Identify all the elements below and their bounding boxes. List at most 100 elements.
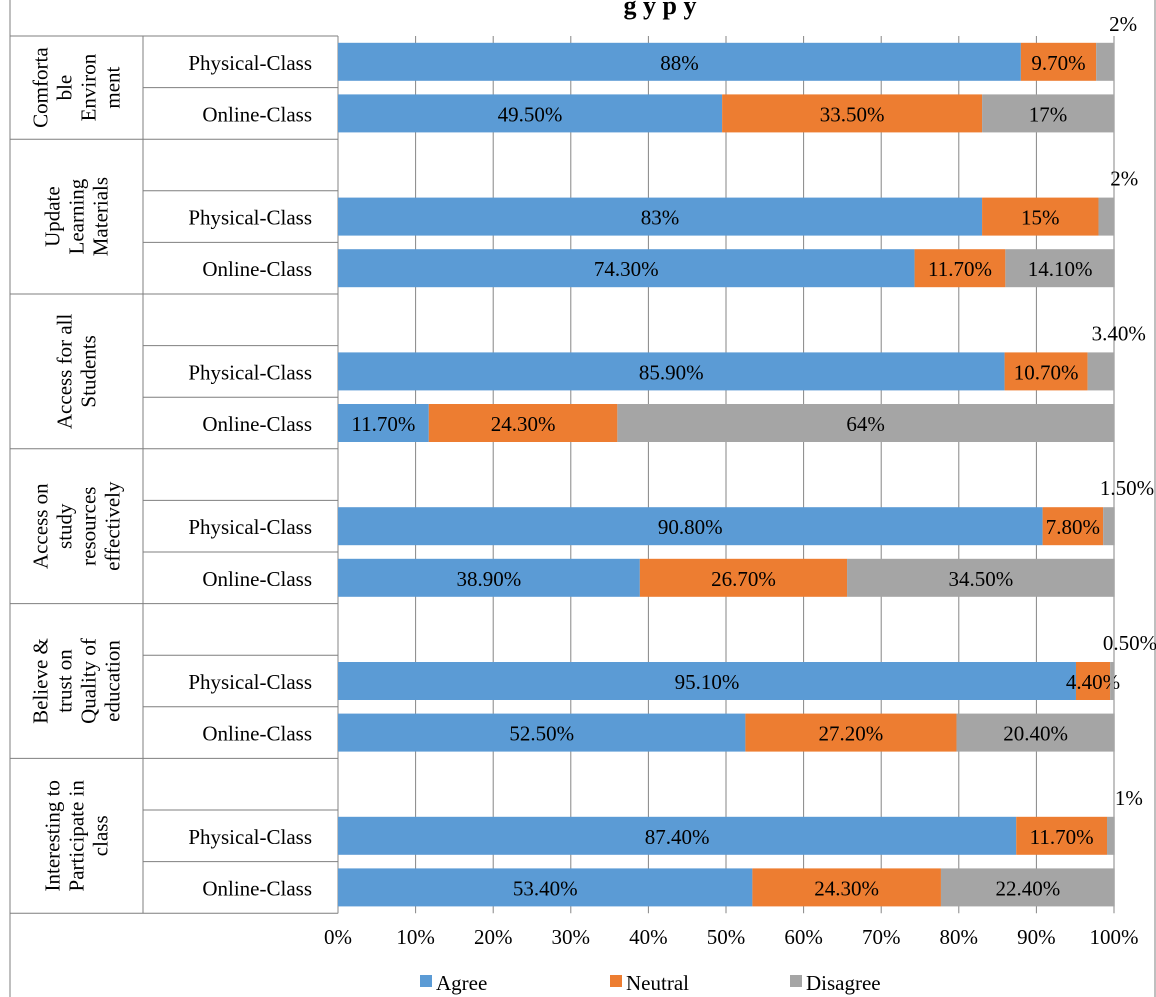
row-label: Online-Class bbox=[202, 876, 312, 900]
data-label: 38.90% bbox=[457, 567, 522, 591]
bar-segment-disagree bbox=[1110, 662, 1114, 700]
legend-swatch-disagree bbox=[790, 975, 802, 987]
bar-segment-neutral bbox=[982, 197, 1099, 236]
bar-segment-agree bbox=[338, 42, 1021, 81]
x-tick-label: 80% bbox=[940, 925, 979, 949]
data-label: 2% bbox=[1109, 12, 1137, 36]
row-label: Physical-Class bbox=[188, 825, 312, 849]
bar-segment-disagree bbox=[1087, 352, 1114, 391]
bar-segment-neutral bbox=[428, 404, 618, 442]
data-label: 88% bbox=[660, 51, 699, 75]
data-label: 49.50% bbox=[498, 102, 563, 126]
bar-segment-agree bbox=[338, 816, 1017, 855]
bar-segment-neutral bbox=[914, 249, 1006, 288]
data-label: 20.40% bbox=[1003, 722, 1068, 746]
data-label: 0.50% bbox=[1103, 631, 1156, 655]
data-label: 52.50% bbox=[509, 722, 574, 746]
data-label: 22.40% bbox=[995, 876, 1060, 900]
x-tick-label: 90% bbox=[1017, 925, 1056, 949]
x-tick-label: 60% bbox=[784, 925, 823, 949]
legend-swatch-neutral bbox=[610, 975, 622, 987]
category-label: Update Learning Materials bbox=[41, 177, 113, 256]
bar-segment-disagree bbox=[1107, 816, 1115, 855]
data-label: 34.50% bbox=[949, 567, 1014, 591]
bar-segment-agree bbox=[338, 404, 429, 442]
category-label-line: education bbox=[101, 640, 125, 722]
data-label: 10.70% bbox=[1014, 360, 1079, 384]
category-label: Access for all Students bbox=[53, 314, 101, 430]
category-label-line: Access on bbox=[29, 483, 53, 569]
bar-segment-neutral bbox=[722, 94, 983, 133]
bar-segment-disagree bbox=[1098, 197, 1114, 236]
row-label: Online-Class bbox=[202, 257, 312, 281]
bar-segment-disagree bbox=[847, 558, 1115, 597]
bar-segment-neutral bbox=[745, 713, 957, 752]
row-label: Online-Class bbox=[202, 102, 312, 126]
row-label: Physical-Class bbox=[188, 206, 312, 230]
row-label: Physical-Class bbox=[188, 360, 312, 384]
x-tick-label: 20% bbox=[474, 925, 513, 949]
data-label: 14.10% bbox=[1028, 257, 1093, 281]
bar-segment-agree bbox=[338, 713, 746, 752]
category-label-line: Materials bbox=[89, 177, 113, 256]
category-label-line: ble bbox=[53, 75, 77, 101]
bar-segment-agree bbox=[338, 249, 915, 288]
x-tick-label: 10% bbox=[396, 925, 435, 949]
category-label: Access on study resources effectively bbox=[29, 481, 125, 571]
row-label: Online-Class bbox=[202, 412, 312, 436]
data-label: 7.80% bbox=[1046, 515, 1100, 539]
bar-segment-disagree bbox=[940, 868, 1115, 907]
category-label-line: trust on bbox=[53, 649, 77, 713]
x-tick-label: 0% bbox=[324, 925, 352, 949]
category-label-line: Quality of bbox=[77, 638, 101, 724]
category-label: Interesting to Participate in class bbox=[41, 780, 113, 892]
bar-segment-disagree bbox=[1005, 249, 1115, 288]
bar-segment-disagree bbox=[982, 94, 1114, 133]
category-label: Believe & trust on Quality of education bbox=[29, 638, 125, 724]
category-label: Comforta ble Environ ment bbox=[29, 47, 125, 128]
row-label: Online-Class bbox=[202, 567, 312, 591]
category-label-line: Environ bbox=[77, 53, 101, 121]
bar-segment-disagree bbox=[1103, 507, 1115, 546]
category-label-line: study bbox=[53, 503, 77, 549]
bar-segment-agree bbox=[338, 662, 1076, 700]
bar-segment-disagree bbox=[1096, 42, 1114, 81]
bar-segment-agree bbox=[338, 352, 1005, 391]
data-label: 95.10% bbox=[675, 670, 740, 694]
data-label: 2% bbox=[1110, 167, 1138, 191]
category-label-line: Participate in bbox=[65, 780, 89, 892]
data-label: 3.40% bbox=[1092, 321, 1146, 345]
legend-label: Neutral bbox=[626, 971, 689, 995]
x-tick-label: 50% bbox=[707, 925, 746, 949]
category-label-line: resources bbox=[77, 487, 101, 566]
bar-segment-neutral bbox=[752, 868, 941, 907]
x-tick-label: 40% bbox=[629, 925, 668, 949]
x-tick-label: 70% bbox=[862, 925, 901, 949]
bar-segment-neutral bbox=[1020, 42, 1097, 81]
data-label: 11.70% bbox=[351, 412, 415, 436]
category-label-line: Believe & bbox=[29, 638, 53, 724]
bar-segment-agree bbox=[338, 558, 640, 597]
category-label-line: effectively bbox=[101, 481, 125, 571]
bar-segment-neutral bbox=[1075, 662, 1111, 700]
data-label: 11.70% bbox=[928, 257, 992, 281]
data-label: 9.70% bbox=[1031, 51, 1085, 75]
category-label-line: Update bbox=[41, 186, 65, 247]
data-label: 74.30% bbox=[594, 257, 659, 281]
x-tick-label: 30% bbox=[552, 925, 591, 949]
row-label: Physical-Class bbox=[188, 515, 312, 539]
data-label: 53.40% bbox=[513, 876, 578, 900]
data-label: 15% bbox=[1021, 206, 1060, 230]
legend-label: Disagree bbox=[806, 971, 881, 995]
data-label: 11.70% bbox=[1030, 825, 1094, 849]
bar-segment-agree bbox=[338, 868, 753, 907]
category-label-line: ment bbox=[101, 66, 125, 108]
data-label: 83% bbox=[641, 206, 680, 230]
category-label-line: Students bbox=[77, 335, 101, 407]
bar-segment-neutral bbox=[1016, 816, 1108, 855]
row-label: Physical-Class bbox=[188, 670, 312, 694]
data-label: 90.80% bbox=[658, 515, 723, 539]
category-label-line: Access for all bbox=[53, 314, 77, 430]
